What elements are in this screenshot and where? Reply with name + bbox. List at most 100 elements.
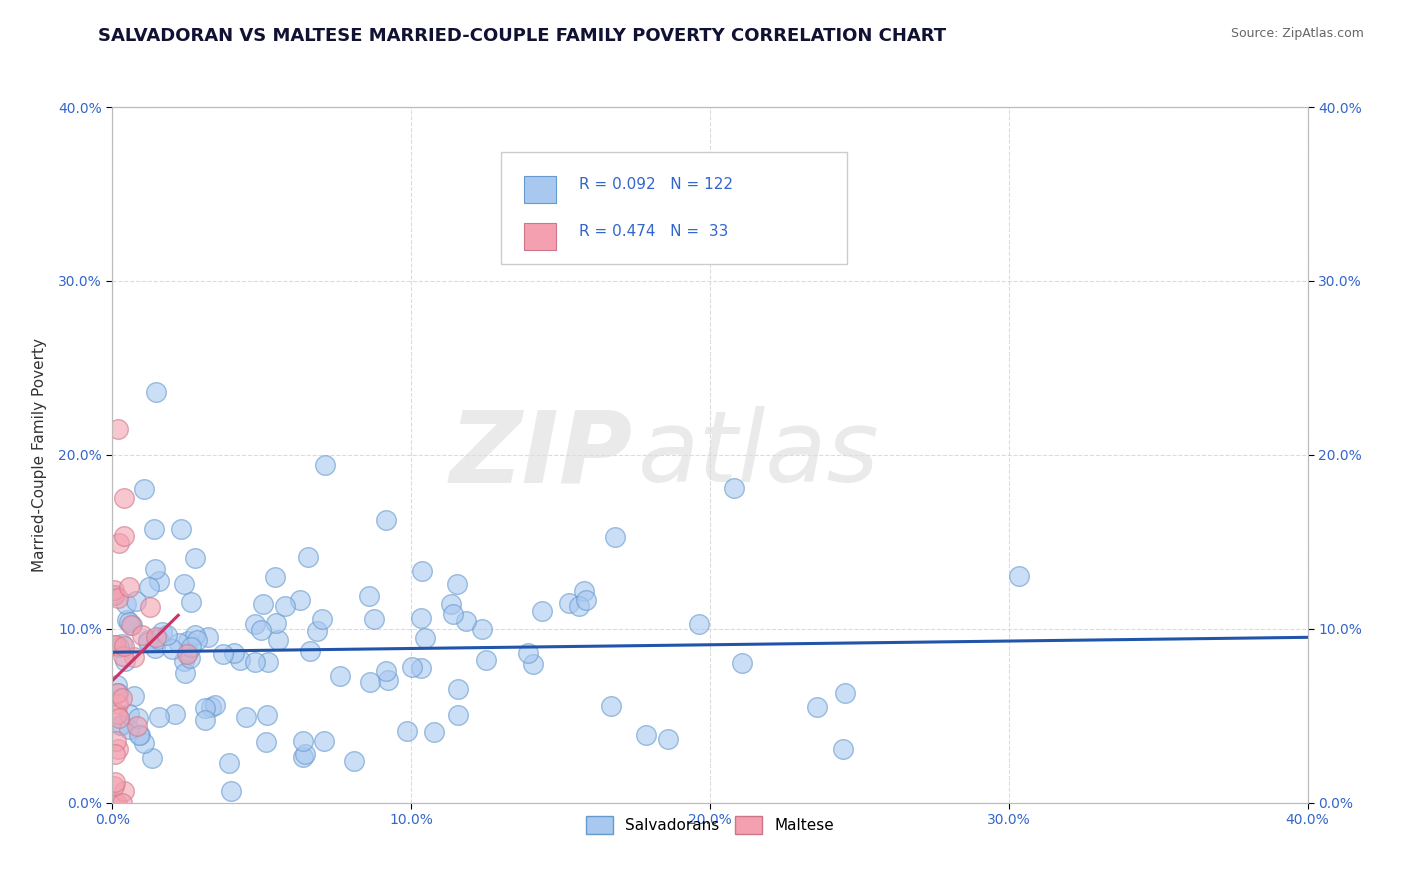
Point bbox=[363, 612, 385, 626]
Point bbox=[257, 655, 280, 669]
Point bbox=[103, 779, 125, 793]
Point bbox=[143, 641, 166, 656]
Point bbox=[396, 724, 419, 739]
Point bbox=[115, 597, 138, 611]
Point bbox=[108, 718, 131, 732]
Point bbox=[411, 564, 433, 578]
Point bbox=[292, 734, 315, 748]
Point bbox=[108, 640, 131, 654]
Point bbox=[575, 593, 598, 607]
Point bbox=[125, 719, 148, 733]
Point bbox=[112, 529, 135, 543]
Point bbox=[314, 458, 336, 473]
Point bbox=[138, 580, 160, 594]
Point bbox=[447, 682, 470, 697]
Point bbox=[409, 611, 432, 625]
Point bbox=[454, 614, 477, 628]
Point bbox=[603, 530, 626, 544]
Point bbox=[470, 622, 492, 636]
Point bbox=[122, 649, 145, 664]
Point bbox=[104, 747, 127, 762]
Point bbox=[374, 513, 396, 527]
Point bbox=[141, 751, 163, 765]
Point bbox=[229, 653, 252, 667]
Point bbox=[180, 640, 202, 654]
Point bbox=[143, 522, 166, 536]
Point bbox=[245, 616, 267, 631]
Point bbox=[118, 580, 141, 594]
Point bbox=[517, 646, 540, 660]
Point bbox=[522, 657, 544, 671]
Point bbox=[173, 654, 195, 668]
Point bbox=[114, 491, 135, 506]
Point bbox=[834, 686, 856, 700]
Point bbox=[139, 599, 162, 614]
Point bbox=[107, 591, 129, 605]
Point bbox=[312, 734, 335, 748]
Point bbox=[107, 685, 129, 699]
Point bbox=[114, 654, 136, 668]
Point bbox=[1008, 569, 1031, 583]
Point bbox=[105, 686, 128, 700]
Text: R = 0.092   N = 122: R = 0.092 N = 122 bbox=[579, 178, 733, 193]
Point bbox=[170, 523, 193, 537]
Point bbox=[558, 596, 581, 610]
Point bbox=[256, 708, 278, 723]
Point bbox=[806, 699, 828, 714]
Point bbox=[108, 711, 131, 725]
Point bbox=[177, 634, 200, 648]
Point bbox=[104, 587, 127, 601]
Point bbox=[148, 710, 170, 724]
Point bbox=[264, 616, 287, 631]
Point bbox=[212, 647, 235, 661]
Point bbox=[688, 616, 710, 631]
Point bbox=[200, 700, 222, 714]
Point bbox=[122, 689, 145, 703]
Point bbox=[105, 733, 128, 747]
Point bbox=[423, 725, 446, 739]
Text: SALVADORAN VS MALTESE MARRIED-COUPLE FAMILY POVERTY CORRELATION CHART: SALVADORAN VS MALTESE MARRIED-COUPLE FAM… bbox=[98, 27, 946, 45]
Point bbox=[180, 595, 202, 609]
Point bbox=[111, 691, 134, 706]
Point bbox=[107, 422, 129, 436]
Point bbox=[143, 562, 166, 576]
Point bbox=[375, 664, 398, 678]
Point bbox=[290, 593, 312, 607]
Point bbox=[103, 582, 125, 597]
Point bbox=[103, 588, 125, 602]
Point bbox=[111, 796, 134, 810]
Point bbox=[218, 756, 240, 770]
Text: R = 0.474   N =  33: R = 0.474 N = 33 bbox=[579, 225, 728, 239]
Point bbox=[127, 710, 149, 724]
Point bbox=[146, 632, 169, 647]
Point bbox=[134, 736, 156, 750]
Point bbox=[329, 669, 352, 683]
Point bbox=[274, 599, 297, 614]
Point bbox=[254, 735, 277, 749]
Point bbox=[176, 647, 198, 661]
Point bbox=[568, 599, 591, 614]
Point bbox=[305, 624, 328, 638]
Point bbox=[145, 630, 167, 644]
Point bbox=[132, 482, 155, 496]
Point bbox=[311, 612, 333, 626]
Point bbox=[250, 623, 273, 637]
Point bbox=[148, 574, 170, 588]
Point bbox=[121, 617, 143, 632]
Point bbox=[103, 638, 125, 652]
Point bbox=[107, 742, 129, 756]
Point bbox=[128, 728, 150, 742]
Point bbox=[222, 646, 245, 660]
Point bbox=[184, 628, 207, 642]
Point bbox=[252, 597, 274, 611]
Point bbox=[167, 636, 190, 650]
Point bbox=[657, 731, 679, 746]
FancyBboxPatch shape bbox=[523, 223, 555, 251]
Point bbox=[128, 728, 150, 742]
Point bbox=[599, 699, 621, 714]
Point bbox=[108, 536, 131, 550]
Point bbox=[292, 750, 315, 764]
Point bbox=[179, 651, 201, 665]
Point bbox=[263, 570, 285, 584]
Point bbox=[359, 589, 381, 603]
